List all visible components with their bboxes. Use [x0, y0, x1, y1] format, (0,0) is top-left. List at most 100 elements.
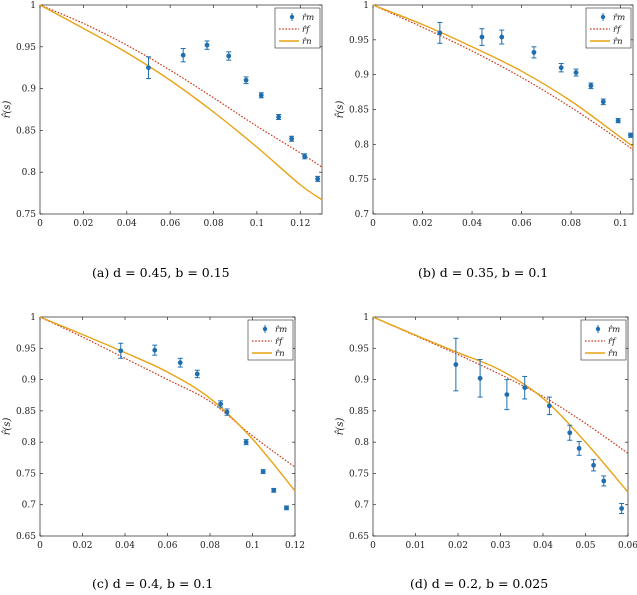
- x-tick-label: 0.1: [613, 219, 627, 229]
- x-tick-label: 0: [37, 219, 43, 229]
- legend-fitted-label: r̂f: [302, 24, 311, 35]
- measured-point: [243, 77, 249, 83]
- measured-point: [576, 446, 582, 451]
- legend-fitted-label: r̂f: [608, 336, 617, 347]
- caption-b: (b) d = 0.35, b = 0.1: [418, 265, 549, 280]
- measured-point: [177, 360, 183, 366]
- x-tick-label: 0.02: [73, 219, 93, 229]
- series-numeric-line: [39, 4, 323, 201]
- measured-point: [628, 132, 633, 138]
- series-fitted-line: [372, 4, 634, 151]
- legend-measured-marker: [600, 14, 606, 20]
- measured-point: [224, 409, 230, 415]
- measured-point: [315, 176, 321, 182]
- measured-point: [558, 65, 564, 71]
- legend-fitted-label: r̂f: [613, 24, 622, 35]
- x-tick-label: 0.01: [405, 541, 425, 551]
- measured-point: [284, 505, 289, 511]
- y-tick-label: 0.85: [16, 407, 36, 417]
- measured-point: [289, 136, 295, 142]
- x-tick-label: 0.06: [160, 219, 180, 229]
- measured-point: [499, 34, 505, 40]
- measured-point: [531, 49, 537, 55]
- measured-point: [204, 42, 210, 48]
- measured-point: [504, 392, 510, 397]
- measured-point: [546, 403, 552, 409]
- x-tick-label: 0.08: [204, 219, 224, 229]
- measured-point: [302, 153, 308, 159]
- measured-point: [180, 52, 186, 58]
- legend-measured-label: r̂m: [302, 12, 314, 23]
- measured-point: [591, 462, 596, 468]
- y-tick-label: 0.8: [355, 438, 370, 448]
- x-tick-label: 0: [370, 541, 376, 551]
- x-tick-label: 0: [37, 541, 43, 551]
- measured-point: [226, 53, 232, 59]
- y-tick-label: 0.65: [349, 532, 369, 542]
- measured-point: [146, 65, 151, 71]
- y-tick-label: 0.8: [22, 438, 37, 448]
- y-tick-label: 1: [30, 313, 36, 323]
- y-tick-label: 1: [363, 1, 369, 11]
- measured-point: [258, 92, 264, 98]
- legend-measured-marker: [289, 14, 295, 20]
- chart-panel-a: 0 0.02 0.04 0.06 0.08 0.1 0.12 0.75 0.8 0.85 0.9 0.…: [0, 0, 330, 241]
- x-axis-label: s: [498, 552, 503, 553]
- series-fitted-line: [39, 316, 296, 468]
- chart-svg: 0 0.02 0.04 0.06 0.08 0.1 0.12 0.65 0.7 0.75 0.8 0.…: [2, 313, 305, 563]
- y-tick-label: 0.7: [355, 501, 370, 511]
- y-tick-label: 0.7: [22, 501, 37, 511]
- x-tick-label: 0: [370, 219, 376, 229]
- x-tick-label: 0.02: [448, 541, 468, 551]
- measured-point: [601, 478, 607, 484]
- x-tick-label: 0.04: [533, 541, 553, 551]
- x-tick-label: 0.08: [200, 541, 220, 551]
- measured-point: [477, 375, 483, 381]
- y-tick-label: 0.7: [355, 210, 370, 220]
- chart-svg: 0 0.02 0.04 0.06 0.08 0.1 0.12 0.75 0.8 0.85 0.9 0.…: [2, 1, 323, 241]
- x-tick-label: 0.05: [575, 541, 595, 551]
- y-axis-label: r̂(s): [335, 101, 346, 119]
- chart-svg: 0 0.01 0.02 0.03 0.04 0.05 0.06 0.65 0.7 0.75 0.8 0…: [335, 313, 637, 563]
- legend-measured-marker: [595, 326, 601, 332]
- x-tick-label: 0.04: [117, 219, 137, 229]
- measured-point: [522, 385, 528, 391]
- measured-point: [276, 114, 282, 120]
- measured-point: [260, 469, 266, 474]
- measured-point: [479, 34, 485, 40]
- y-axis-label: r̂(s): [2, 101, 13, 119]
- y-tick-label: 0.95: [16, 43, 36, 53]
- measured-point: [194, 371, 200, 377]
- x-tick-label: 0.04: [115, 541, 135, 551]
- x-axis-label: s: [165, 552, 170, 553]
- x-tick-label: 0.02: [413, 219, 433, 229]
- legend-fitted-label: r̂f: [275, 336, 284, 347]
- y-tick-label: 0.8: [22, 168, 37, 178]
- y-tick-label: 1: [363, 313, 369, 323]
- x-tick-label: 0.08: [561, 219, 581, 229]
- x-tick-label: 0.06: [618, 541, 637, 551]
- series-numeric-line: [372, 4, 634, 147]
- y-tick-label: 0.85: [349, 407, 369, 417]
- y-tick-label: 0.85: [349, 106, 369, 116]
- y-tick-label: 0.85: [16, 126, 36, 136]
- x-tick-label: 0.1: [245, 541, 259, 551]
- x-tick-label: 0.12: [290, 219, 310, 229]
- legend-measured-label: r̂m: [613, 12, 625, 23]
- series-numeric-line: [39, 316, 296, 492]
- y-tick-label: 0.9: [355, 376, 370, 386]
- measured-point: [588, 83, 594, 89]
- measured-point: [437, 30, 443, 36]
- y-axis-label: r̂(s): [335, 418, 346, 436]
- measured-point: [243, 439, 249, 445]
- x-tick-label: 0.03: [490, 541, 510, 551]
- chart-svg: 0 0.02 0.04 0.06 0.08 0.1 0.7 0.75 0.8 0.85 0.9 0.9…: [335, 1, 634, 241]
- y-axis-label: r̂(s): [2, 418, 13, 436]
- y-tick-label: 0.9: [22, 376, 37, 386]
- x-tick-label: 0.04: [462, 219, 482, 229]
- legend-measured-label: r̂m: [608, 324, 620, 335]
- measured-point: [567, 430, 573, 436]
- y-tick-label: 0.75: [16, 469, 36, 479]
- caption-a: (a) d = 0.45, b = 0.15: [92, 265, 230, 280]
- y-tick-label: 0.9: [355, 71, 370, 81]
